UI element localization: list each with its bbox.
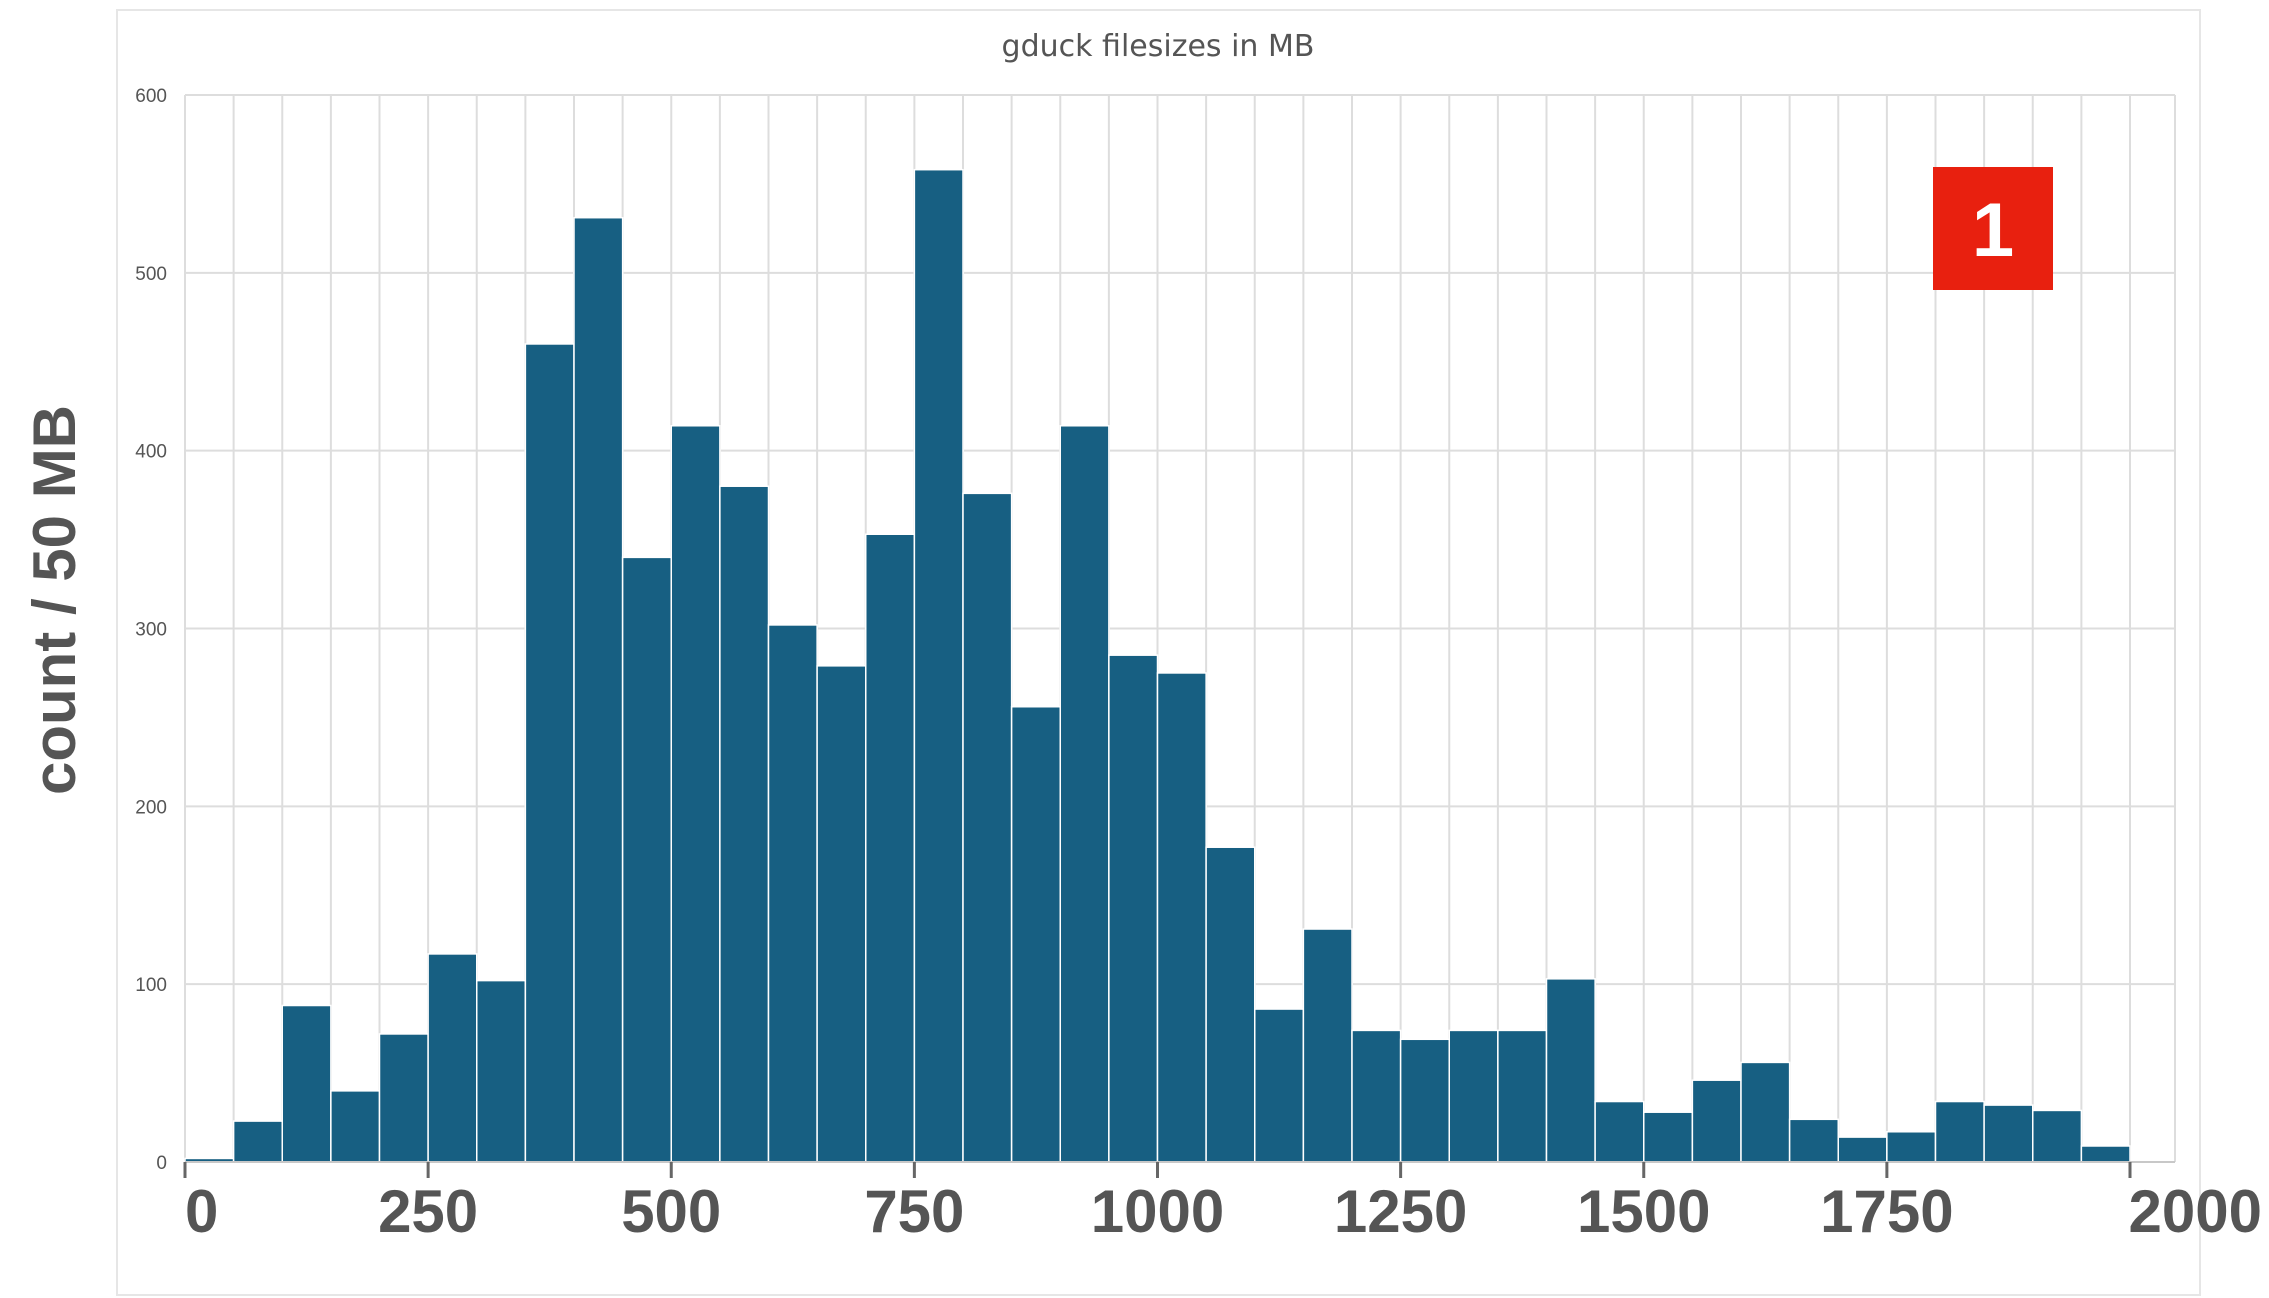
x-tick-label: 750: [864, 1178, 964, 1245]
y-tick-label: 600: [135, 86, 167, 107]
histogram-bar: [378, 1033, 429, 1163]
histogram-bar: [2080, 1145, 2131, 1163]
histogram-bar: [476, 979, 527, 1163]
histogram-bar: [1497, 1029, 1548, 1163]
histogram-bar: [1886, 1131, 1937, 1163]
histogram-bar: [1740, 1061, 1791, 1163]
x-tick-label: 1250: [1334, 1178, 1467, 1245]
x-tick-label: 0: [185, 1178, 218, 1245]
histogram-bar: [1545, 978, 1596, 1163]
histogram-bar: [865, 533, 916, 1163]
histogram-bar: [962, 492, 1013, 1163]
x-tick-label: 2000: [2129, 1178, 2262, 1245]
bars: [184, 168, 2131, 1163]
histogram-bar: [1351, 1029, 1402, 1163]
y-tick-label: 200: [135, 797, 167, 818]
histogram-bar: [232, 1120, 283, 1163]
x-tick-label: 1750: [1820, 1178, 1953, 1245]
histogram-bar: [281, 1004, 332, 1163]
histogram-bar: [524, 343, 575, 1163]
y-tick-label: 0: [156, 1153, 167, 1174]
x-tick-label: 500: [621, 1178, 721, 1245]
histogram-bar: [427, 953, 478, 1163]
histogram-bar: [1108, 654, 1159, 1163]
histogram-bar: [1010, 705, 1061, 1163]
histogram-bar: [330, 1090, 381, 1163]
histogram-bar: [1594, 1100, 1645, 1163]
y-tick-label: 400: [135, 442, 167, 463]
badge-background: [1933, 167, 2053, 290]
y-tick-label: 500: [135, 264, 167, 285]
histogram-bar: [1643, 1111, 1694, 1163]
badge-label: 1: [1972, 188, 2014, 273]
histogram-bar: [1399, 1038, 1450, 1163]
histogram-bar: [1983, 1104, 2034, 1163]
histogram-bar: [1934, 1100, 1985, 1163]
x-tick-label: 250: [378, 1178, 478, 1245]
histogram-bar: [1448, 1029, 1499, 1163]
histogram-bar: [1837, 1136, 1888, 1163]
histogram-bar: [1059, 425, 1110, 1163]
histogram-bar: [2032, 1109, 2083, 1163]
histogram-bar: [1156, 672, 1207, 1163]
axes: 0 100 200 300 400 500 600 0 250 500 750 1000 1250 150…: [135, 86, 2262, 1245]
y-axis-label: count / 50 MB: [21, 405, 88, 795]
y-tick-label: 300: [135, 620, 167, 641]
histogram-bar: [670, 425, 721, 1163]
histogram-bar: [1691, 1079, 1742, 1163]
histogram-bar: [573, 216, 624, 1163]
histogram-bar: [1788, 1118, 1839, 1163]
histogram-bar: [913, 168, 964, 1163]
histogram-bar: [1302, 928, 1353, 1163]
x-tick-label: 1000: [1091, 1178, 1224, 1245]
y-tick-label: 100: [135, 975, 167, 996]
histogram-bar: [1205, 846, 1256, 1163]
annotation-badge: 1: [1933, 167, 2053, 290]
histogram-bar: [1254, 1008, 1305, 1163]
histogram-bar: [621, 556, 672, 1163]
histogram-bar: [767, 624, 818, 1163]
chart-title: gduck filesizes in MB: [1002, 29, 1315, 64]
x-tick-label: 1500: [1577, 1178, 1710, 1245]
histogram-bar: [719, 485, 770, 1163]
histogram-bar: [816, 665, 867, 1163]
